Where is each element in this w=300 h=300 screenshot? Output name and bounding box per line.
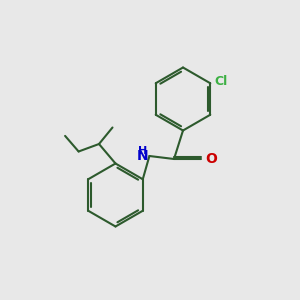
Text: Cl: Cl bbox=[215, 75, 228, 88]
Text: H: H bbox=[138, 146, 147, 156]
Text: O: O bbox=[206, 152, 218, 166]
Text: N: N bbox=[136, 149, 148, 163]
